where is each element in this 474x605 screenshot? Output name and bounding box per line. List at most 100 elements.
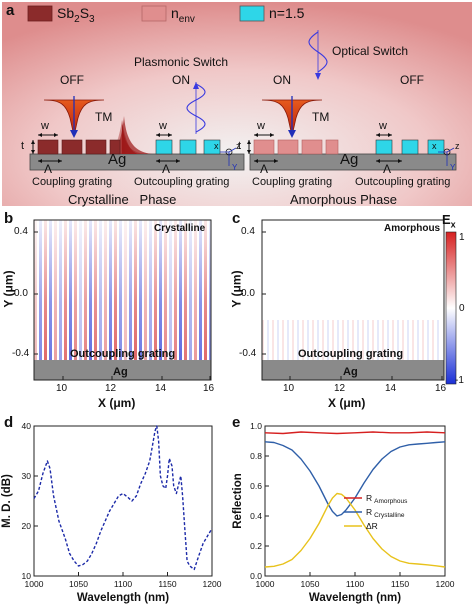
panel-c-ytick-label-2: 0.0 bbox=[241, 288, 255, 299]
panel-d-xtick-label: 1050 bbox=[69, 579, 88, 589]
panel-c-stripe bbox=[322, 320, 324, 360]
panel-e-series-line-0 bbox=[264, 431, 446, 435]
colorbar-tick-mid: 0 bbox=[459, 303, 465, 314]
lambda-arrowhead-left-outcoupling-b bbox=[176, 159, 180, 163]
panel-c-stripe bbox=[432, 320, 434, 360]
w-arrowhead-left-outcoupling-a bbox=[156, 133, 160, 137]
axis-z-left bbox=[228, 147, 237, 153]
tm-label-left: TM bbox=[95, 110, 113, 124]
panel-e-series-line-2 bbox=[264, 492, 446, 568]
y-axis-label-left: Y bbox=[232, 163, 238, 172]
panel-b-frame bbox=[33, 219, 212, 381]
panel-c-ag-layer bbox=[262, 360, 444, 380]
w-arrowhead-left-b bbox=[54, 133, 58, 137]
w-arrowhead-right-outcoupling-a bbox=[376, 133, 380, 137]
panel-b-ytick-label-1: 0.4 bbox=[14, 226, 28, 237]
panel-b-xtick-label-4: 16 bbox=[203, 383, 215, 394]
panel-c-stripe bbox=[337, 320, 339, 360]
panel-c-stripes bbox=[262, 320, 439, 360]
grating-right-n15-3 bbox=[427, 139, 445, 155]
panel-c-stripe bbox=[427, 320, 429, 360]
panel-a: a Sb2S3 nenv n=1.5 Optical Switch Plasmo… bbox=[0, 0, 474, 208]
grating-left-sb2s3-1 bbox=[37, 139, 59, 155]
panel-b-ag-label: Ag bbox=[113, 366, 128, 378]
panel-e-xtick-label: 1000 bbox=[256, 579, 275, 589]
legend-nenv-base: n bbox=[171, 5, 179, 21]
colorbar-title-base: E bbox=[442, 212, 451, 227]
w-label-left: w bbox=[41, 120, 49, 132]
lambda-arrowhead-right-outcoupling-a bbox=[376, 159, 380, 163]
grating-left-sb2s3-3 bbox=[85, 139, 107, 155]
panel-d-chart: 1000 1050 1100 1150 1200 10 20 30 40 Wavelength (… bbox=[1, 421, 222, 604]
panel-e-legend-sub: Crystalline bbox=[374, 512, 405, 519]
off-label-right: OFF bbox=[400, 73, 424, 87]
panel-a-letter: a bbox=[6, 2, 15, 19]
grating-right-nenv-4 bbox=[325, 139, 339, 155]
panel-c-xtick-label-4: 16 bbox=[435, 383, 447, 394]
panel-c-stripe bbox=[292, 320, 294, 360]
panel-b-ag-layer bbox=[34, 360, 211, 380]
legend-sb2s3-mid: S bbox=[79, 5, 90, 21]
grating-right-n15-1 bbox=[375, 139, 393, 155]
panel-e-ytick-label: 0.6 bbox=[250, 481, 262, 491]
w-label-left-outcoupling: w bbox=[159, 120, 167, 132]
t-arrowhead-right-b bbox=[247, 150, 251, 154]
legend-swatch-n15 bbox=[239, 5, 265, 22]
legend-label-n15: n=1.5 bbox=[269, 5, 305, 21]
panel-c-stripe bbox=[407, 320, 409, 360]
panel-d-xtick-label: 1150 bbox=[158, 579, 177, 589]
panel-c-stripe bbox=[412, 320, 414, 360]
legend-swatch-nenv bbox=[141, 5, 167, 22]
t-arrowhead-right-a bbox=[247, 140, 251, 144]
colorbar-title-sub: x bbox=[450, 219, 456, 230]
colorbar-title: Ex bbox=[442, 212, 456, 230]
grating-left-sb2s3-4 bbox=[109, 139, 121, 155]
panel-c-stripe bbox=[327, 320, 329, 360]
panel-c-ytick-label-1: 0.4 bbox=[241, 226, 255, 237]
lambda-arrowhead-right-a bbox=[254, 159, 258, 163]
grating-right-nenv-1 bbox=[253, 139, 275, 155]
panel-c-stripe bbox=[387, 320, 389, 360]
panel-b-xlabel: X (μm) bbox=[98, 396, 136, 410]
panel-c-xtick-label-1: 10 bbox=[283, 383, 295, 394]
outcoupling-grating-label-right: Outcoupling grating bbox=[355, 176, 451, 188]
off-label-left: OFF bbox=[60, 73, 84, 87]
panel-b-grating-label: Outcoupling grating bbox=[70, 348, 176, 360]
panel-b-ylabel: Y (μm) bbox=[1, 270, 16, 308]
w-arrowhead-left-outcoupling-b bbox=[168, 133, 172, 137]
panel-e-chart: 1000 1050 1100 1150 1200 0.0 0.2 0.4 0.6 0.8 1.0 Wa… bbox=[232, 421, 455, 604]
lambda-arrowhead-left-b bbox=[58, 159, 62, 163]
crystalline-phase-label: Crystalline Phase bbox=[68, 192, 177, 207]
panel-e-xtick-label: 1100 bbox=[346, 579, 365, 589]
ag-slab-right bbox=[249, 153, 457, 171]
lambda-label-left-outcoupling: Λ bbox=[162, 162, 171, 176]
ag-label-right: Ag bbox=[340, 151, 359, 168]
lambda-arrowhead-right-outcoupling-b bbox=[398, 159, 402, 163]
panel-e-legend-label: R Crystalline bbox=[366, 507, 405, 519]
on-label-left: ON bbox=[172, 73, 190, 87]
axis-z-right bbox=[446, 147, 455, 153]
panel-c-xlabel: X (μm) bbox=[328, 396, 366, 410]
panel-c-stripe bbox=[317, 320, 319, 360]
tm-arrowhead-left bbox=[70, 130, 78, 138]
panel-e-ytick-label: 1.0 bbox=[250, 421, 262, 431]
panel-b-ytick-label-3: -0.4 bbox=[12, 348, 30, 359]
panel-d-letter: d bbox=[4, 414, 14, 431]
panel-c-stripe bbox=[422, 320, 424, 360]
lambda-arrowhead-left-outcoupling-a bbox=[156, 159, 160, 163]
outcoupling-grating-label-left: Outcoupling grating bbox=[134, 176, 230, 188]
x-axis-label-left: x bbox=[214, 141, 219, 151]
amorphous-phase-label: Amorphous Phase bbox=[290, 192, 397, 207]
t-arrowhead-left-a bbox=[31, 140, 35, 144]
panel-e-ytick-label: 0.8 bbox=[250, 451, 262, 461]
panel-a-schematic bbox=[2, 2, 472, 206]
panel-c-frame bbox=[261, 219, 445, 381]
w-label-right-outcoupling: w bbox=[379, 120, 387, 132]
panel-d-xlabel: Wavelength (nm) bbox=[77, 592, 169, 604]
panel-c-stripe bbox=[367, 320, 369, 360]
lambda-arrowhead-right-b bbox=[274, 159, 278, 163]
panel-c-xtick-label-2: 12 bbox=[334, 383, 346, 394]
panel-e-ylabel: Reflection bbox=[232, 473, 244, 529]
lambda-label-left: Λ bbox=[44, 162, 53, 176]
panel-d-ytick-label: 40 bbox=[22, 421, 32, 431]
